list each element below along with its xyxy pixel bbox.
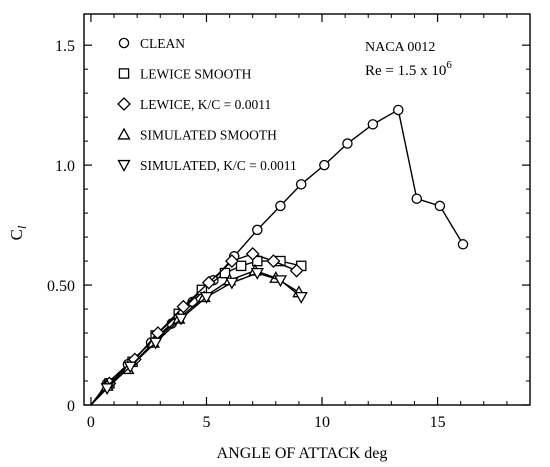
data-point xyxy=(411,193,423,204)
legend-label: CLEAN xyxy=(140,36,185,51)
reynolds-annotation: Re = 1.5 x 106 xyxy=(365,59,452,79)
data-point xyxy=(235,260,247,272)
data-point xyxy=(457,239,469,250)
data-point xyxy=(434,200,446,212)
series-line xyxy=(90,253,297,406)
data-point xyxy=(250,268,264,280)
data-point xyxy=(252,255,263,267)
y-axis-label: Cl xyxy=(7,225,29,240)
legend-marker xyxy=(117,127,131,140)
x-axis-label: ANGLE OF ATTACK deg xyxy=(217,445,388,462)
legend-label: SIMULATED, K/C = 0.0011 xyxy=(140,158,297,173)
series-0 xyxy=(90,104,469,406)
data-point xyxy=(295,179,307,190)
data-point xyxy=(199,291,214,304)
y-tick-label: 1.0 xyxy=(55,158,75,175)
data-point xyxy=(245,246,260,261)
legend-item: CLEAN xyxy=(118,36,185,51)
x-tick-label: 15 xyxy=(430,414,446,431)
data-point xyxy=(149,337,163,350)
data-point xyxy=(201,275,216,290)
y-axis-label-subscript: l xyxy=(15,225,29,229)
x-tick-label: 10 xyxy=(314,414,330,431)
data-point xyxy=(123,361,137,374)
legend-marker xyxy=(118,37,130,49)
legend-marker xyxy=(117,97,131,111)
legend-marker xyxy=(117,159,131,172)
legend-item: SIMULATED SMOOTH xyxy=(117,127,277,143)
y-axis-label-main: C xyxy=(7,229,26,240)
legend-item: LEWICE, K/C = 0.0011 xyxy=(117,97,271,112)
legend-label: LEWICE SMOOTH xyxy=(140,67,252,82)
reynolds-annotation-base: Re = 1.5 x 10 xyxy=(365,63,446,79)
data-point xyxy=(225,277,239,290)
series-layer xyxy=(90,104,469,406)
data-point xyxy=(252,224,263,236)
plot-frame xyxy=(83,13,531,406)
series-2 xyxy=(90,246,304,406)
legend: CLEAN LEWICE SMOOTH LEWICE, K/C = 0.0011 SI… xyxy=(117,36,297,173)
data-point xyxy=(393,104,404,116)
data-point xyxy=(100,383,114,396)
data-point xyxy=(176,299,191,314)
legend-label: SIMULATED SMOOTH xyxy=(140,128,277,143)
series-line xyxy=(90,269,300,406)
legend-marker xyxy=(118,68,130,79)
legend-item: LEWICE SMOOTH xyxy=(118,67,252,82)
axes-layer: 0 5 10 15 0 0.50 1.0 1.5 xyxy=(47,13,531,431)
x-tick-label: 0 xyxy=(87,414,95,431)
data-point xyxy=(266,254,281,268)
legend-label: LEWICE, K/C = 0.0011 xyxy=(140,97,271,112)
x-tick-label: 5 xyxy=(202,414,210,431)
data-point xyxy=(174,313,188,326)
data-point xyxy=(294,291,308,304)
reynolds-annotation-exponent: 6 xyxy=(446,59,452,71)
y-tick-label: 0 xyxy=(67,398,75,415)
data-point xyxy=(275,200,286,212)
data-point xyxy=(319,159,330,171)
series-line xyxy=(90,272,302,406)
y-tick-label: 1.5 xyxy=(55,38,75,55)
data-point xyxy=(367,119,379,130)
data-point xyxy=(342,138,353,149)
legend-item: SIMULATED, K/C = 0.0011 xyxy=(117,158,297,173)
data-point xyxy=(224,254,239,268)
y-tick-label: 0.50 xyxy=(47,278,75,295)
series-4 xyxy=(90,268,308,406)
data-point xyxy=(273,275,288,288)
data-point xyxy=(289,263,304,278)
airfoil-annotation: NACA 0012 xyxy=(365,40,435,55)
